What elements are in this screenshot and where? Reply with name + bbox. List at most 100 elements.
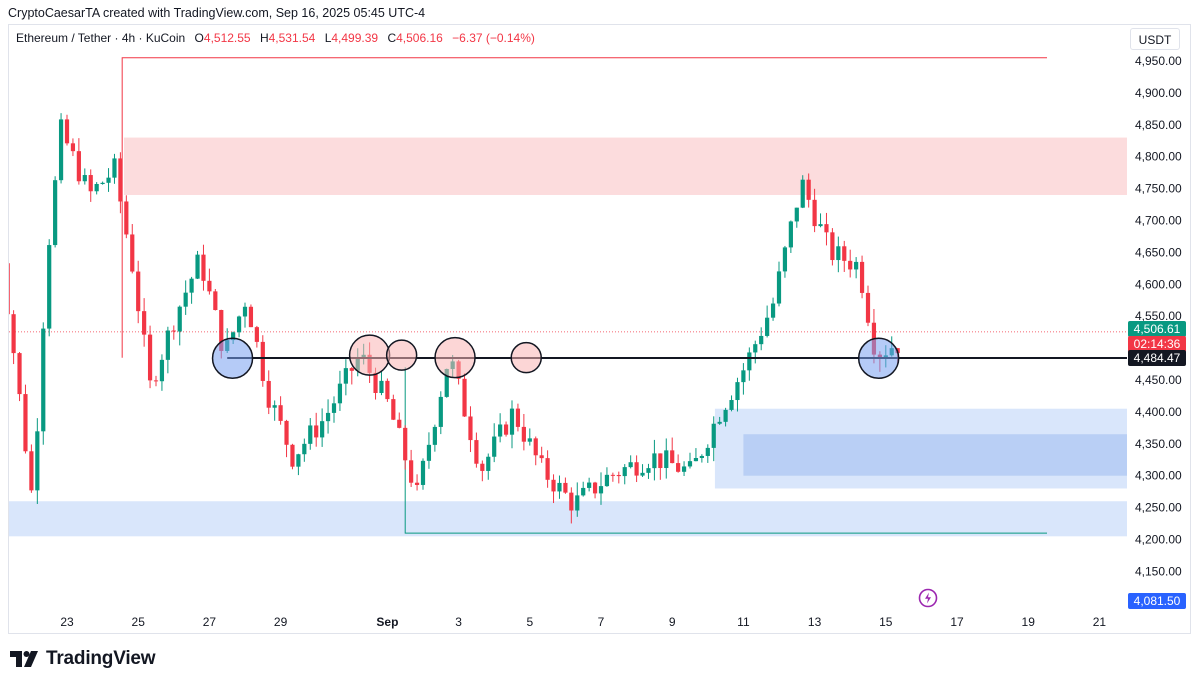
price-badge-label: 4,081.50 bbox=[1134, 594, 1181, 608]
candle-body bbox=[658, 453, 663, 469]
candle-body bbox=[343, 368, 348, 384]
candle-body bbox=[699, 455, 704, 459]
candle-body bbox=[848, 260, 853, 270]
candle-body bbox=[124, 201, 129, 235]
candle-body bbox=[836, 246, 841, 261]
candle-body bbox=[717, 421, 722, 424]
candles bbox=[0, 113, 900, 524]
candle-body bbox=[231, 332, 236, 341]
candle-body bbox=[759, 335, 764, 345]
marker-circle-support bbox=[211, 337, 254, 380]
candle-body bbox=[414, 482, 420, 485]
zone-support-1 bbox=[9, 501, 1127, 537]
x-tick-label: 29 bbox=[274, 615, 288, 629]
y-tick-label: 4,450.00 bbox=[1135, 373, 1182, 387]
candle-body bbox=[171, 330, 176, 332]
currency-button[interactable]: USDT bbox=[1130, 28, 1180, 50]
candle-body bbox=[770, 303, 776, 318]
candle-body bbox=[100, 182, 105, 184]
candle-body bbox=[337, 383, 343, 404]
candle-body bbox=[17, 353, 22, 395]
marker-circle-support bbox=[857, 337, 900, 380]
candle-body bbox=[498, 424, 503, 437]
x-tick-label: 7 bbox=[598, 615, 605, 629]
candle-body bbox=[0, 210, 4, 263]
candle-body bbox=[165, 330, 170, 360]
candle-body bbox=[272, 405, 277, 408]
x-tick-label: 3 bbox=[455, 615, 462, 629]
candle-body bbox=[308, 425, 313, 444]
candle-body bbox=[622, 467, 627, 477]
close-key: C bbox=[387, 31, 397, 45]
candle-body bbox=[403, 427, 408, 461]
candle-body bbox=[314, 425, 319, 438]
price-badge bbox=[1128, 336, 1186, 352]
candle-body bbox=[515, 408, 521, 427]
candle-body bbox=[23, 394, 28, 452]
candle-body bbox=[35, 431, 40, 491]
y-tick-label: 4,250.00 bbox=[1135, 501, 1182, 515]
candle-body bbox=[213, 291, 218, 311]
candle-body bbox=[729, 400, 734, 410]
candle-body bbox=[557, 482, 562, 492]
x-tick-label: 23 bbox=[60, 615, 74, 629]
x-tick-label: 13 bbox=[808, 615, 822, 629]
lightning-icon[interactable] bbox=[918, 588, 938, 608]
candle-body bbox=[201, 254, 206, 281]
candle-body bbox=[800, 179, 805, 208]
candle-body bbox=[859, 261, 865, 293]
candle-body bbox=[290, 444, 295, 467]
candle-body bbox=[474, 440, 479, 464]
candle-body bbox=[236, 316, 242, 333]
candle-body bbox=[379, 380, 384, 393]
y-tick-label: 4,200.00 bbox=[1135, 533, 1182, 547]
candle-body bbox=[385, 380, 390, 400]
candle-body bbox=[219, 310, 224, 351]
candle-body bbox=[11, 314, 16, 354]
candle-body bbox=[47, 245, 52, 329]
tradingview-footer[interactable]: TradingView bbox=[10, 648, 156, 670]
price-badge bbox=[1128, 321, 1186, 337]
price-chart[interactable]: 4,150.00 4,200.00 4,250.00 4,300.00 4,350.00… bbox=[0, 0, 1200, 640]
candle-body bbox=[747, 352, 752, 371]
x-tick-label: 21 bbox=[1093, 615, 1107, 629]
chart-credit: CryptoCaesarTA created with TradingView.… bbox=[8, 6, 426, 20]
y-tick-label: 4,400.00 bbox=[1135, 405, 1182, 419]
tradingview-logo-icon bbox=[10, 651, 38, 667]
y-tick-label: 4,800.00 bbox=[1135, 150, 1182, 164]
candle-body bbox=[480, 463, 485, 471]
candle-body bbox=[616, 475, 621, 477]
candle-body bbox=[41, 328, 46, 432]
x-tick-label: 19 bbox=[1022, 615, 1036, 629]
candle-body bbox=[29, 451, 34, 491]
marker-circle-resistance bbox=[385, 339, 418, 371]
x-tick-label: 11 bbox=[737, 615, 750, 629]
tradingview-wordmark: TradingView bbox=[46, 648, 156, 669]
candle-body bbox=[183, 292, 188, 307]
candle-body bbox=[664, 450, 669, 469]
candle-body bbox=[545, 458, 550, 480]
candle-body bbox=[142, 311, 147, 335]
low-key: L bbox=[324, 31, 332, 45]
y-tick-label: 4,700.00 bbox=[1135, 214, 1182, 228]
candle-body bbox=[587, 482, 592, 488]
candle-body bbox=[159, 359, 165, 382]
y-tick-label: 4,300.00 bbox=[1135, 469, 1182, 483]
candle-body bbox=[551, 479, 556, 492]
marker-circle-resistance bbox=[510, 341, 542, 374]
candle-body bbox=[681, 466, 687, 472]
candle-body bbox=[468, 416, 473, 441]
candle-body bbox=[260, 341, 265, 381]
x-tick-label: 25 bbox=[132, 615, 146, 629]
candle-body bbox=[646, 468, 651, 473]
candle-body bbox=[812, 199, 817, 227]
zone-resistance-0 bbox=[123, 137, 1127, 195]
candle-body bbox=[302, 443, 307, 455]
candle-body bbox=[64, 119, 70, 144]
candle-body bbox=[854, 261, 859, 270]
candle-body bbox=[284, 420, 289, 445]
candle-body bbox=[153, 380, 159, 382]
candle-body bbox=[58, 119, 64, 181]
candle-body bbox=[735, 382, 740, 401]
y-tick-label: 4,750.00 bbox=[1135, 182, 1182, 196]
